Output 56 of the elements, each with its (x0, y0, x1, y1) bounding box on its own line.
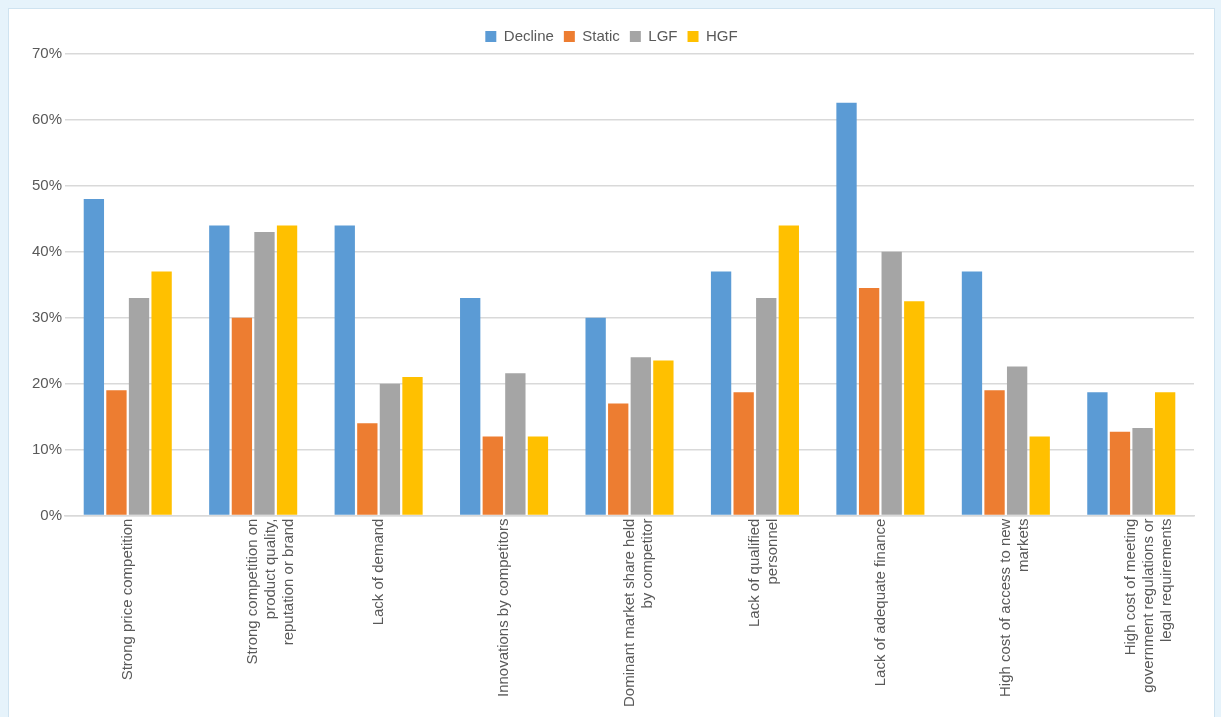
bar (984, 390, 1005, 515)
bar (881, 251, 902, 515)
x-tick-label: Lack of adequate finance (870, 518, 888, 687)
legend-label: HGF (706, 26, 738, 44)
y-tick-label: 30% (31, 307, 63, 325)
bar (778, 225, 799, 515)
bar (128, 297, 150, 515)
bar (858, 288, 880, 515)
y-tick-label: 50% (31, 176, 63, 194)
bar (402, 377, 423, 515)
bar (710, 271, 732, 515)
legend-label: LGF (648, 26, 678, 44)
x-tick-label: Innovations by competitors (494, 518, 512, 698)
x-tick-label: Strong competition on product quality, reputation or brand (243, 518, 297, 665)
bar (379, 383, 401, 515)
y-tick-label: 60% (31, 110, 63, 128)
bar (460, 297, 481, 515)
bar (1154, 392, 1176, 515)
legend-label: Decline (503, 26, 554, 44)
bar (1132, 427, 1153, 515)
bar (1087, 392, 1108, 515)
y-tick-label: 20% (31, 373, 63, 391)
y-tick-label: 10% (31, 439, 63, 457)
bar (83, 199, 105, 515)
y-tick-label: 40% (31, 241, 63, 259)
bar (151, 271, 172, 515)
bar (527, 436, 549, 515)
bar (836, 102, 857, 515)
bar (961, 271, 983, 515)
bar (254, 232, 275, 515)
x-tick-label: High cost of access to new markets (995, 518, 1031, 697)
bar (1109, 431, 1131, 515)
x-tick-label: Strong price competition (117, 518, 135, 681)
x-tick-label: Lack of demand (368, 518, 386, 626)
y-tick-label: 70% (31, 44, 63, 62)
bar (505, 373, 526, 515)
legend-label: Static (582, 26, 621, 44)
bar (106, 390, 127, 515)
bar (904, 301, 925, 515)
bar (756, 297, 777, 515)
bar (482, 436, 503, 515)
bar (585, 317, 606, 515)
bar (231, 317, 253, 515)
x-tick-label: Lack of qualified personnel (745, 518, 781, 627)
bar (608, 403, 629, 515)
bar (1006, 366, 1028, 515)
bar (334, 225, 355, 515)
bar (357, 423, 378, 515)
bar (733, 392, 754, 515)
x-tick-label: Dominant market share held by competitor (619, 518, 655, 708)
y-tick-label: 0% (40, 505, 63, 523)
bar (276, 225, 298, 515)
bar (209, 225, 230, 515)
bar (630, 357, 651, 515)
bar (1029, 436, 1050, 515)
bar (653, 360, 674, 515)
